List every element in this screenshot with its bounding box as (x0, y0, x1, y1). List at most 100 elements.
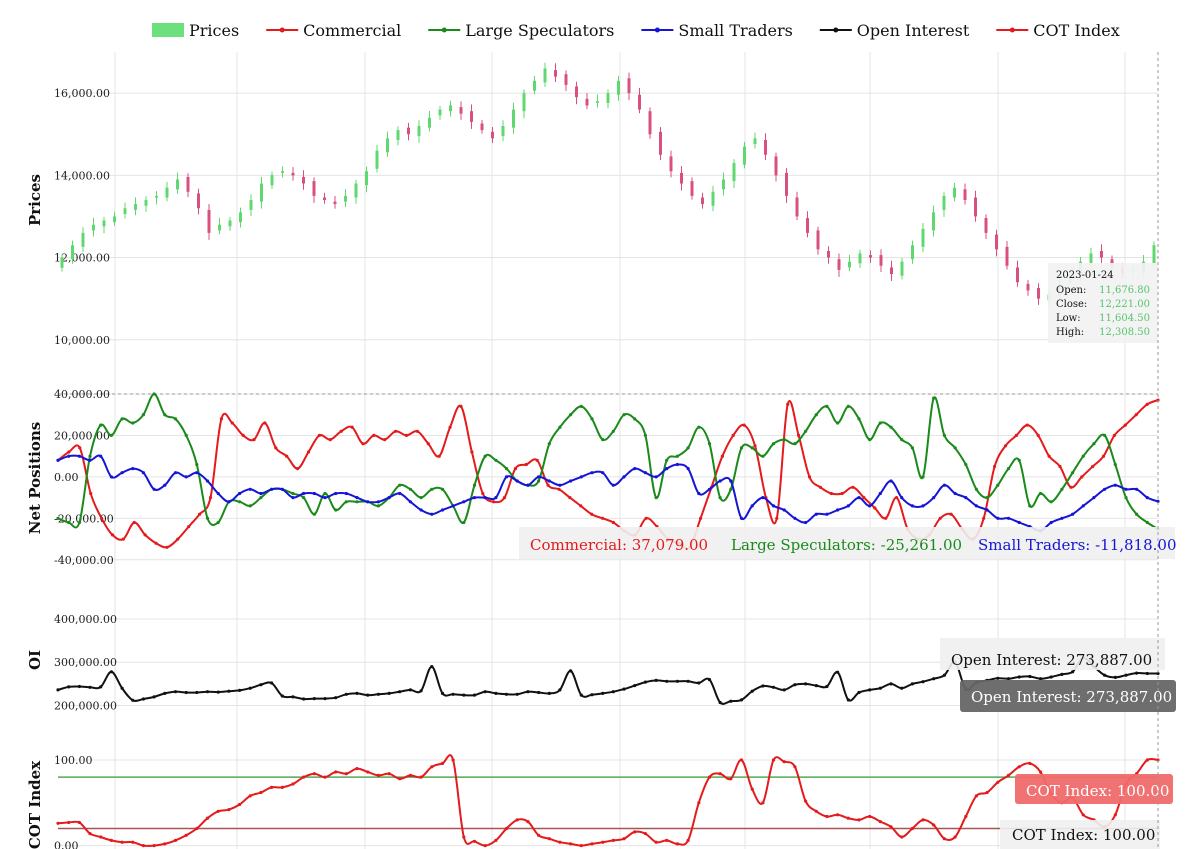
candle[interactable] (564, 70, 568, 92)
candle[interactable] (1026, 280, 1030, 296)
candle[interactable] (480, 119, 484, 134)
candle[interactable] (743, 141, 746, 169)
candle[interactable] (375, 144, 379, 173)
candle[interactable] (879, 249, 883, 272)
candle[interactable] (134, 197, 137, 216)
candle[interactable] (144, 196, 148, 212)
candle[interactable] (606, 89, 610, 109)
legend-item[interactable]: Large Speculators (428, 21, 614, 40)
candle[interactable] (596, 94, 599, 108)
candle[interactable] (354, 179, 358, 204)
candle[interactable] (921, 223, 925, 253)
candle[interactable] (60, 253, 64, 272)
candle[interactable] (732, 159, 736, 189)
series-large-speculators[interactable] (56, 392, 1160, 531)
candle[interactable] (795, 191, 799, 221)
candle[interactable] (512, 102, 515, 134)
legend-item[interactable]: Prices (152, 21, 239, 40)
candle[interactable] (123, 202, 127, 219)
candle[interactable] (543, 62, 547, 87)
candle[interactable] (1037, 283, 1040, 305)
candle[interactable] (837, 253, 841, 277)
candle[interactable] (396, 126, 400, 146)
candle[interactable] (585, 93, 589, 110)
candle[interactable] (858, 249, 862, 268)
candle[interactable] (701, 192, 704, 209)
chart-legend[interactable]: Prices Commercial Large Speculators Small T… (152, 21, 1120, 40)
candle[interactable] (617, 76, 620, 101)
legend-item[interactable]: Commercial (266, 21, 401, 40)
candle[interactable] (627, 72, 631, 101)
candle[interactable] (228, 216, 232, 231)
candle[interactable] (113, 211, 116, 226)
candle[interactable] (554, 63, 557, 83)
series-commercial[interactable] (56, 398, 1160, 550)
candle[interactable] (659, 127, 662, 161)
candle[interactable] (1005, 241, 1009, 270)
candle[interactable] (575, 81, 578, 105)
candle[interactable] (974, 190, 977, 222)
candle[interactable] (1016, 260, 1019, 287)
series-small-traders[interactable] (56, 454, 1160, 533)
candle[interactable] (71, 240, 74, 264)
candle[interactable] (785, 168, 788, 203)
candle[interactable] (764, 133, 767, 161)
candle[interactable] (207, 204, 211, 240)
candle[interactable] (533, 76, 536, 95)
candle[interactable] (890, 260, 893, 281)
candle[interactable] (942, 192, 946, 217)
candle[interactable] (816, 226, 820, 255)
candle[interactable] (848, 254, 851, 272)
candle[interactable] (302, 170, 305, 190)
candle[interactable] (774, 152, 778, 182)
candle[interactable] (102, 216, 106, 234)
candle[interactable] (638, 87, 641, 114)
candle[interactable] (911, 240, 914, 264)
legend-item[interactable]: COT Index (996, 21, 1120, 40)
candle[interactable] (690, 177, 694, 200)
candle[interactable] (386, 131, 389, 157)
candle[interactable] (827, 246, 830, 264)
candle[interactable] (270, 171, 274, 189)
candle[interactable] (680, 166, 683, 191)
candle[interactable] (438, 105, 442, 120)
candle[interactable] (470, 104, 473, 129)
candle[interactable] (81, 227, 85, 253)
cot-index-series[interactable] (56, 754, 1160, 848)
candle[interactable] (449, 100, 452, 117)
candle[interactable] (281, 166, 284, 178)
candle[interactable] (459, 101, 463, 120)
candle[interactable] (900, 257, 904, 280)
candle[interactable] (323, 192, 326, 204)
candle[interactable] (155, 191, 158, 205)
candle[interactable] (932, 205, 935, 237)
candle[interactable] (239, 207, 242, 228)
legend-item[interactable]: Open Interest (819, 21, 970, 40)
candle[interactable] (522, 89, 526, 119)
candle[interactable] (963, 183, 967, 205)
candle[interactable] (176, 172, 179, 194)
candle[interactable] (995, 229, 998, 257)
candle[interactable] (753, 132, 757, 149)
candle[interactable] (249, 194, 253, 217)
candle[interactable] (417, 120, 421, 143)
candle[interactable] (869, 250, 872, 263)
candle[interactable] (722, 172, 725, 196)
candle[interactable] (711, 186, 715, 212)
candle[interactable] (1100, 244, 1103, 265)
candle[interactable] (407, 122, 410, 141)
candle[interactable] (669, 150, 673, 178)
candle[interactable] (312, 177, 316, 203)
candle[interactable] (953, 182, 956, 202)
candle[interactable] (491, 127, 494, 143)
candle[interactable] (291, 167, 295, 181)
legend-item[interactable]: Small Traders (641, 21, 793, 40)
candle[interactable] (344, 189, 347, 207)
candle[interactable] (165, 181, 169, 202)
candle[interactable] (92, 217, 95, 237)
candle[interactable] (501, 120, 505, 142)
candle[interactable] (333, 195, 337, 209)
candle[interactable] (365, 166, 368, 193)
net-positions-series[interactable] (56, 392, 1160, 550)
